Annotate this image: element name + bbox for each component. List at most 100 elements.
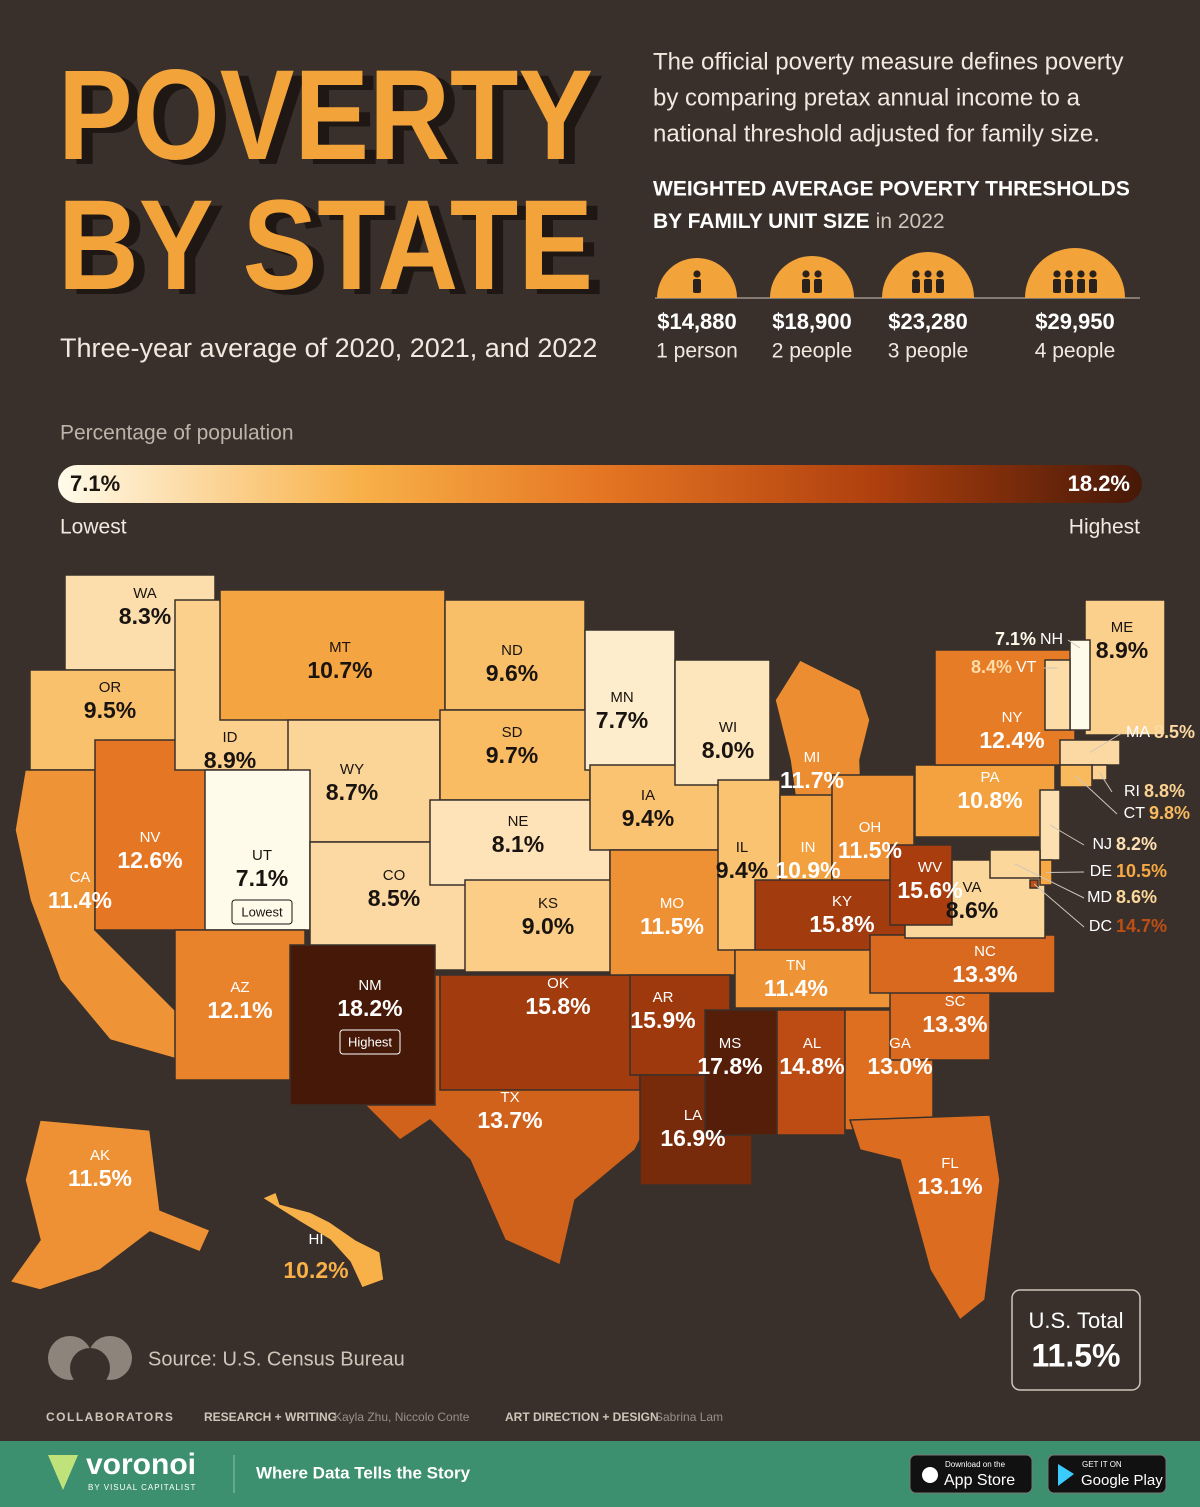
state-note: Lowest [241,904,283,919]
thresholds-year: in 2022 [876,210,945,233]
state-note: Highest [348,1034,392,1049]
state [1069,639,1091,731]
leader-line [1033,883,1085,928]
leader-line [1075,775,1118,815]
state-value: 16.9% [660,1125,725,1151]
state-value: 13.3% [952,961,1017,987]
threshold-size: 2 people [772,340,853,363]
person-icon [912,270,920,278]
title-shadow: POVERTY [69,49,604,192]
thresholds: $14,880 1 person $18,900 2 people $23,280 3 p… [656,248,1125,363]
app-store-button[interactable]: Download on the App Store [909,1454,1033,1494]
state-code: MD [1087,889,1112,906]
credits: COLLABORATORS RESEARCH + WRITING Kayla Z… [46,1410,723,1424]
state [260,1190,385,1289]
state [674,659,771,786]
leader-line [1045,871,1085,873]
person-icon [1065,279,1073,293]
us-total-box [1011,1289,1141,1391]
state-value: 8.5% [1154,722,1195,742]
person-icon [1077,270,1085,278]
state-code: IN [801,839,816,856]
state-code: WY [340,761,364,778]
state-value: 8.9% [204,747,256,773]
state-value: 9.5% [84,697,136,723]
threshold-size: 4 people [1035,340,1116,363]
person-icon [936,270,944,278]
google-play-small: GET IT ON [1082,1460,1122,1469]
state-value: 11.4% [764,975,828,1001]
person-icon [693,270,701,278]
state-code: MO [660,895,684,912]
credits-label: RESEARCH + WRITING [204,1410,337,1424]
threshold-dome [657,258,737,298]
state-value: 8.1% [492,831,544,857]
threshold-amount: $18,900 [772,309,852,334]
state-code: CA [70,869,91,886]
state [848,1114,1001,1322]
state-value: 13.0% [867,1053,932,1079]
state-value: 18.2% [337,995,402,1021]
state-code: ME [1111,619,1134,636]
state-code: LA [684,1107,702,1124]
state-code: NV [140,829,161,846]
state-value: 8.3% [119,603,171,629]
state-code: AZ [230,979,249,996]
state-value: 12.1% [207,997,272,1023]
brand: voronoi [86,1448,196,1481]
threshold-dome [1025,248,1125,298]
state [439,974,641,1091]
threshold-size: 3 people [888,340,969,363]
person-icon [693,279,701,293]
state-code: RI [1124,783,1140,800]
state-code: KS [538,895,558,912]
state-value: 12.4% [979,727,1044,753]
state-code: HI [309,1231,324,1248]
state-code: AR [653,989,674,1006]
state-code: VA [963,879,982,896]
state-value: 9.8% [1149,803,1190,823]
state [584,629,676,771]
state [174,929,306,1081]
state-value: 17.8% [697,1053,762,1079]
leader-line [1099,772,1113,793]
state-code: VT [1016,659,1037,676]
state-code: IL [736,839,749,856]
state-value: 8.2% [1116,834,1157,854]
state [1044,659,1071,731]
leader-line [1014,863,1085,899]
person-icon [802,270,810,278]
app-store-small: Download on the [945,1460,1006,1469]
state-value: 13.1% [917,1173,982,1199]
state-code: NM [358,977,381,994]
state-code: NC [974,943,996,960]
person-icon [1077,279,1085,293]
state-value: 14.8% [779,1053,844,1079]
state-code: OK [547,975,569,992]
state-value: 7.7% [596,707,648,733]
credits-names: Kayla Zhu, Niccolo Conte [334,1410,470,1424]
state-code: ID [223,729,238,746]
state-code: UT [252,847,272,864]
state-code: MS [719,1035,742,1052]
title-shadow: BY STATE [69,179,604,322]
map [8,574,1166,1322]
state-code: OH [859,819,882,836]
person-icon [1089,279,1097,293]
state-code: CT [1124,805,1146,822]
state-value: 11.5% [640,913,704,939]
state-code: CO [383,867,406,884]
credits-heading: COLLABORATORS [46,1410,174,1424]
state-value: 10.7% [307,657,372,683]
leader-line [1049,824,1085,846]
state [989,849,1041,879]
state-value: 8.6% [946,897,998,923]
state [439,709,591,801]
state-code: NY [1002,709,1023,726]
state-value: 15.8% [525,993,590,1019]
threshold-dome [770,256,854,298]
google-play-button[interactable]: GET IT ON Google Play [1047,1454,1167,1494]
state-value: 10.5% [1116,861,1167,881]
state [869,934,1056,994]
threshold-amount: $23,280 [888,309,968,334]
